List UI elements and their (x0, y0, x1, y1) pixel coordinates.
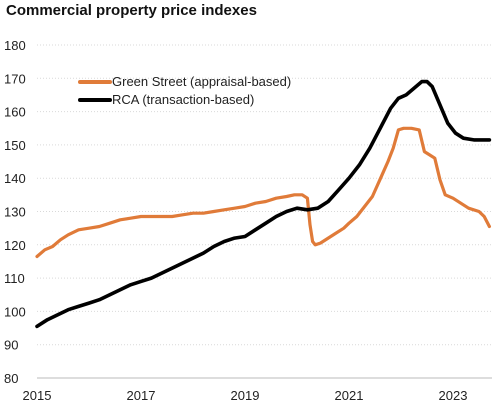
legend-label: RCA (transaction-based) (112, 92, 254, 107)
y-tick-label: 80 (4, 371, 18, 386)
y-tick-label: 120 (4, 238, 26, 253)
gridlines (37, 44, 492, 379)
x-tick-label: 2019 (231, 388, 260, 403)
y-tick-label: 130 (4, 205, 26, 220)
x-tick-labels: 2015 2017 2019 2021 2023 (23, 388, 468, 403)
series-line-green-street (35, 126, 491, 259)
x-tick-label: 2023 (439, 388, 468, 403)
x-tick-label: 2021 (335, 388, 364, 403)
y-tick-labels: 80 90 100 110 120 130 140 150 160 170 180 (4, 38, 26, 386)
legend: Green Street (appraisal-based) RCA (trans… (78, 74, 291, 107)
y-tick-label: 150 (4, 138, 26, 153)
chart-title: Commercial property price indexes (6, 2, 257, 19)
y-tick-label: 180 (4, 38, 26, 53)
y-tick-label: 90 (4, 338, 18, 353)
x-tick-label: 2017 (127, 388, 156, 403)
y-tick-label: 170 (4, 71, 26, 86)
y-tick-label: 100 (4, 304, 26, 319)
series-lines (35, 79, 492, 329)
y-tick-label: 110 (4, 271, 25, 286)
y-tick-label: 160 (4, 105, 26, 120)
legend-label: Green Street (appraisal-based) (112, 74, 291, 89)
y-tick-label: 140 (4, 171, 26, 186)
series-line-rca (35, 79, 492, 329)
x-tick-label: 2015 (23, 388, 52, 403)
